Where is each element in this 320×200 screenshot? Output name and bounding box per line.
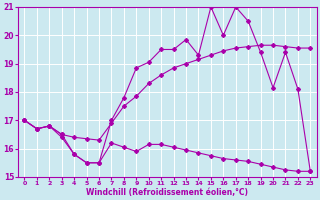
X-axis label: Windchill (Refroidissement éolien,°C): Windchill (Refroidissement éolien,°C) [86, 188, 248, 197]
